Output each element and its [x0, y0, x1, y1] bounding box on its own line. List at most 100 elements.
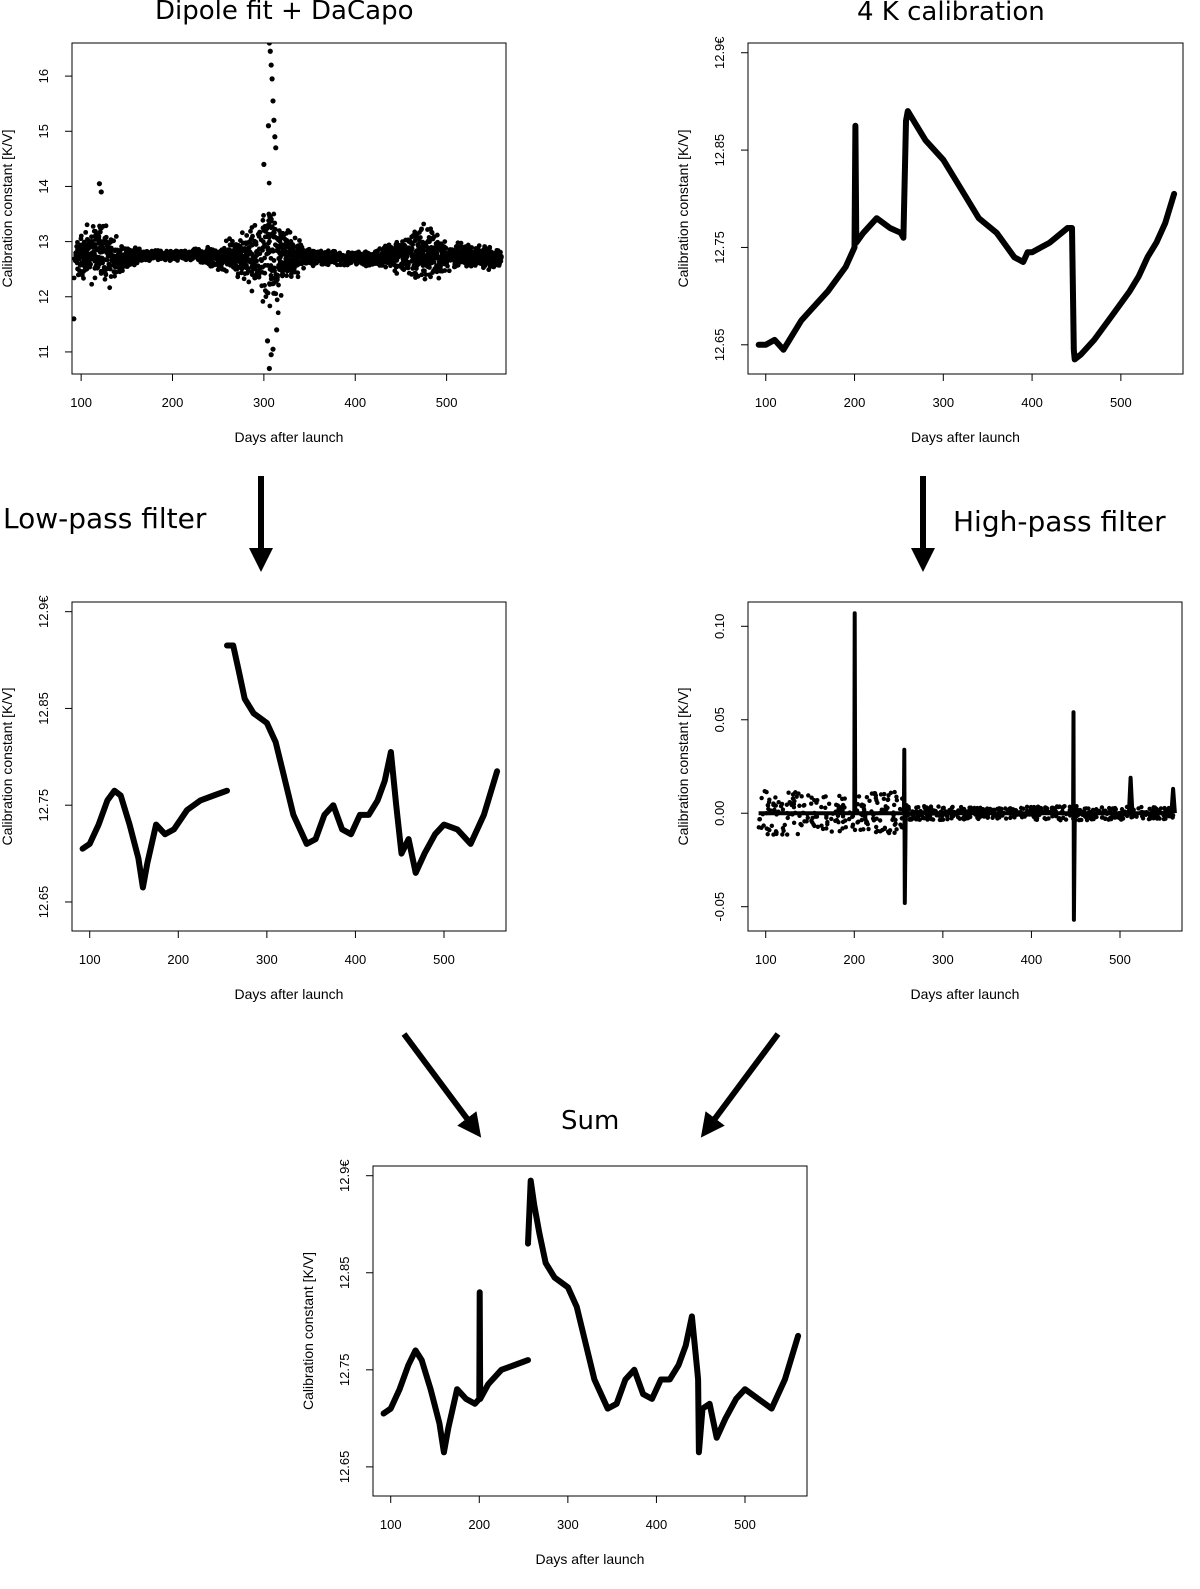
noise-point: [891, 802, 897, 808]
scatter-point: [255, 231, 261, 237]
scatter-point: [410, 242, 416, 248]
y-tick-label: 0.10: [712, 614, 727, 639]
series-line-2: [224, 642, 501, 876]
y-axis-label: Calibration constant [K/V]: [300, 1252, 316, 1410]
noise-point: [1120, 815, 1125, 820]
scatter-point: [380, 249, 386, 255]
outlier-point: [271, 117, 277, 123]
noise-point: [815, 824, 821, 830]
scatter-point: [260, 299, 266, 304]
y-tick-label: 15: [36, 124, 51, 138]
scatter-point: [279, 272, 285, 278]
noise-point: [885, 797, 890, 803]
noise-point: [815, 798, 820, 803]
noise-point: [873, 793, 879, 798]
scatter-point: [487, 264, 493, 270]
noise-point: [940, 817, 946, 822]
scatter-point: [400, 251, 405, 257]
scatter-point: [279, 233, 284, 239]
scatter-point: [271, 291, 276, 296]
scatter-point: [406, 246, 412, 252]
x-axis-label: Days after launch: [911, 986, 1020, 1002]
scatter-point: [239, 230, 245, 236]
y-tick-label: 14: [36, 179, 51, 193]
noise-point: [1043, 805, 1048, 810]
noise-point: [759, 795, 764, 801]
noise-point: [879, 807, 885, 812]
noise-point: [937, 817, 943, 823]
noise-point: [825, 821, 830, 827]
plot-frame: [747, 601, 1183, 932]
scatter-point: [390, 255, 396, 260]
scatter-point: [196, 247, 202, 252]
arrow-to-sum-right: [700, 1032, 781, 1138]
noise-point: [780, 825, 786, 831]
x-tick-label: 400: [344, 395, 366, 410]
scatter-point: [270, 281, 275, 287]
noise-point: [852, 827, 858, 833]
noise-point: [766, 806, 771, 812]
scatter-point: [117, 269, 123, 275]
scatter-point: [248, 228, 253, 234]
noise-point: [914, 817, 919, 822]
scatter-point: [440, 249, 446, 255]
scatter-point: [394, 257, 400, 263]
scatter-point: [400, 256, 406, 262]
y-tick-label: 12.9€: [337, 1159, 352, 1192]
scatter-point: [458, 240, 464, 246]
noise-point: [858, 827, 863, 833]
noise-point: [819, 823, 824, 828]
x-tick-label: 500: [734, 1517, 756, 1532]
noise-point: [855, 820, 860, 825]
scatter-point: [148, 251, 153, 257]
scatter-point: [250, 265, 255, 270]
plot-frame: [71, 601, 507, 932]
noise-point: [799, 794, 804, 799]
scatter-point: [245, 240, 251, 246]
scatter-point: [466, 256, 472, 262]
x-tick-label: 300: [253, 395, 275, 410]
y-tick-label: 12.75: [337, 1354, 352, 1387]
scatter-point: [381, 258, 387, 264]
noise-point: [960, 816, 966, 821]
noise-point: [1119, 807, 1125, 812]
scatter-point: [271, 230, 277, 236]
outlier-point: [261, 161, 267, 167]
noise-point: [761, 823, 766, 828]
scatter-point: [124, 246, 130, 252]
noise-point: [866, 826, 871, 832]
scatter-point: [464, 263, 469, 269]
scatter-point: [417, 247, 422, 253]
noise-point: [757, 817, 762, 822]
outlier-point: [265, 123, 272, 129]
scatter-point: [409, 272, 415, 277]
noise-point: [1062, 803, 1067, 809]
noise-point: [784, 832, 790, 837]
scatter-point: [346, 259, 352, 265]
arrow-to-sum-left: [401, 1032, 482, 1138]
scatter-point: [242, 254, 248, 260]
x-tick-label: 100: [380, 1517, 402, 1532]
scatter-point: [332, 259, 337, 264]
scatter-point: [91, 228, 97, 234]
noise-point: [949, 805, 955, 811]
x-tick-label: 500: [436, 395, 458, 410]
scatter-point: [489, 259, 495, 265]
scatter-point: [167, 250, 172, 255]
scatter-point: [325, 262, 331, 268]
noise-point: [897, 806, 903, 812]
scatter-point: [90, 224, 96, 229]
scatter-point: [241, 240, 246, 246]
scatter-point: [431, 245, 437, 250]
noise-point: [829, 829, 834, 834]
scatter-point: [86, 238, 92, 244]
noise-point: [989, 807, 994, 812]
scatter-point: [465, 242, 471, 248]
scatter-point: [285, 228, 291, 233]
scatter-point: [103, 272, 109, 278]
scatter-point: [258, 257, 264, 262]
dipole-dacapo-title: Dipole fit + DaCapo: [155, 0, 414, 26]
scatter-point: [111, 259, 117, 265]
scatter-point: [460, 250, 466, 255]
scatter-point: [83, 229, 89, 235]
